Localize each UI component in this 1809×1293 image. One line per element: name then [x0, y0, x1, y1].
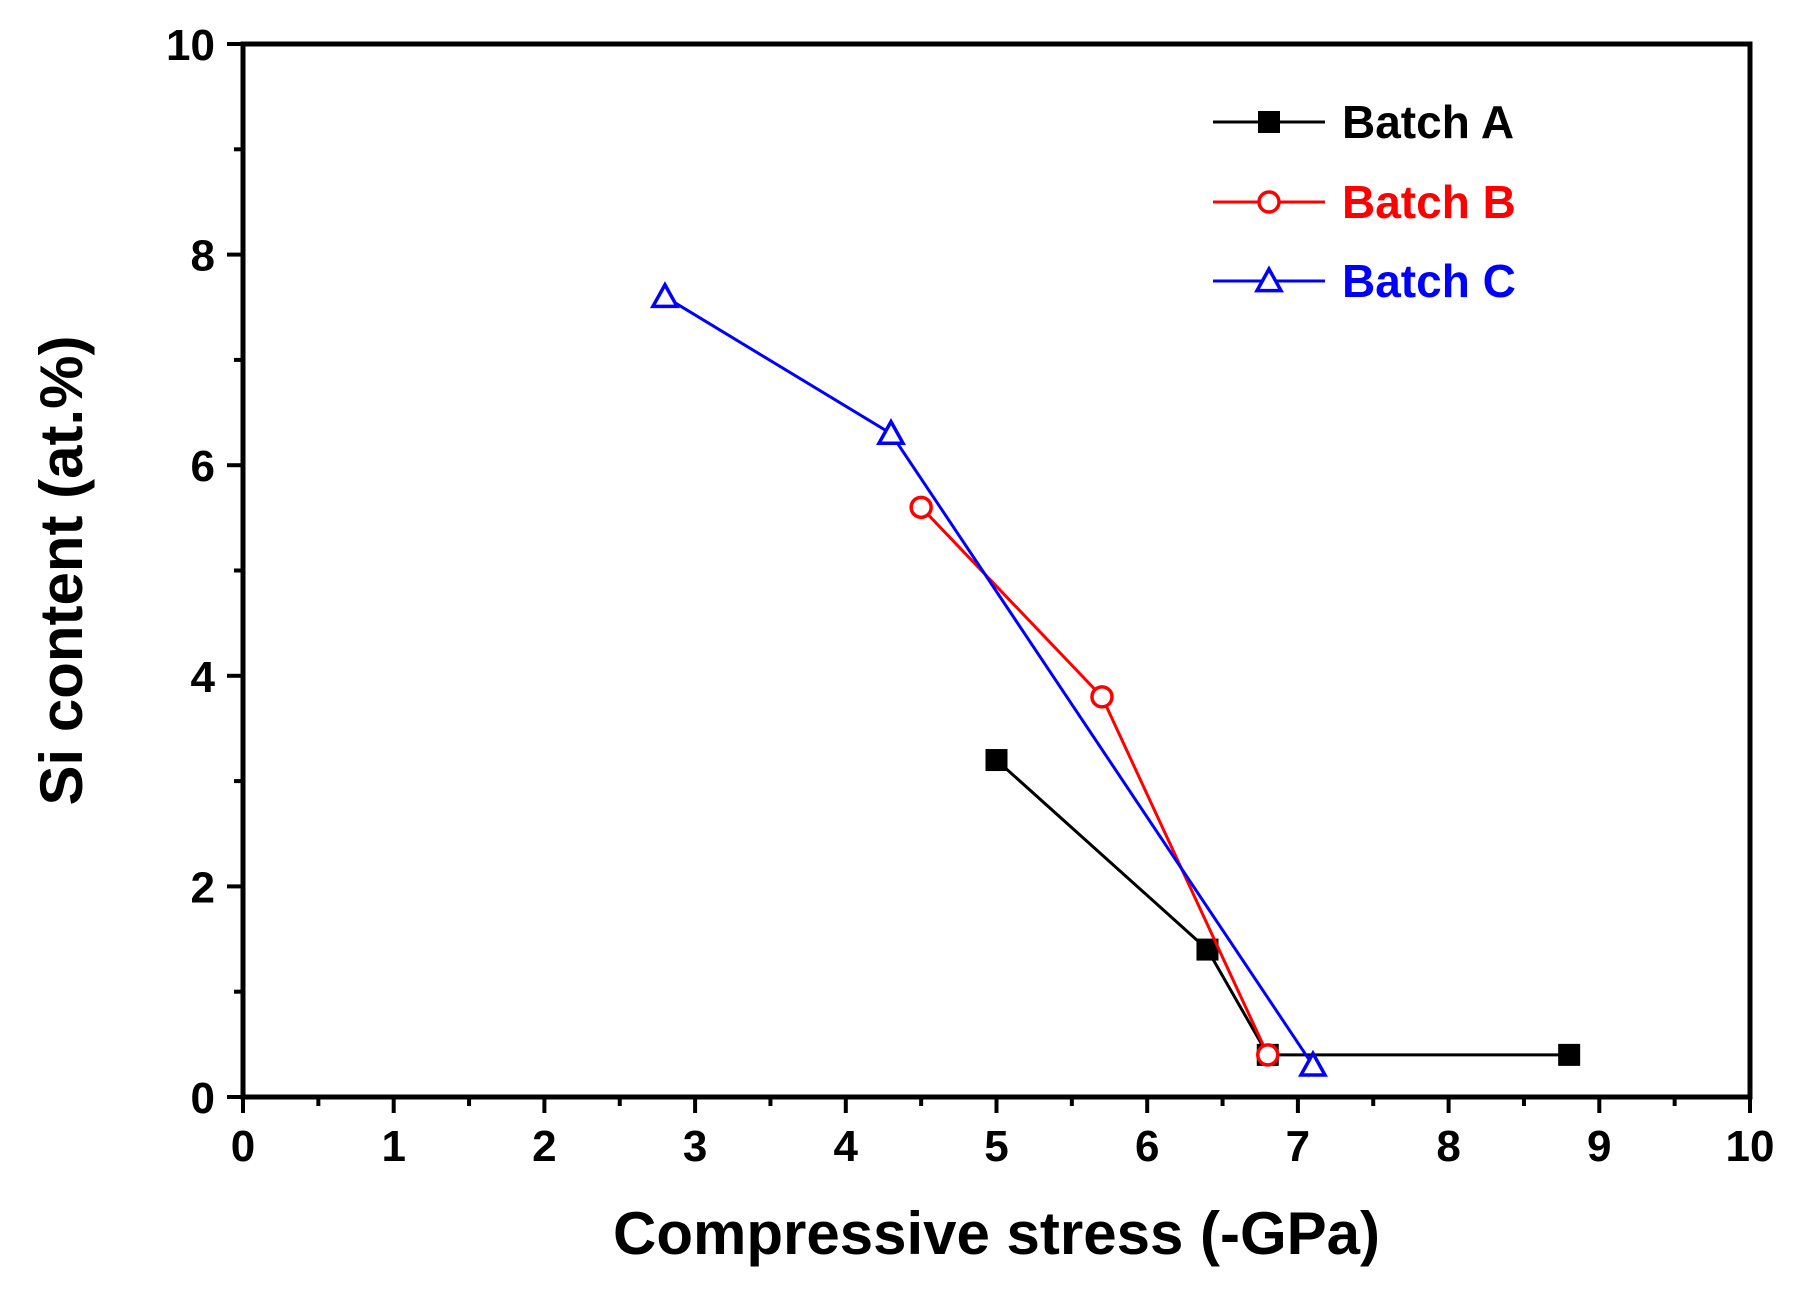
y-tick-label: 0	[191, 1074, 215, 1123]
legend-item-batch-c: Batch C	[1213, 255, 1516, 307]
batch-a-marker	[985, 749, 1008, 772]
legend: Batch A Batch B Batch C	[1213, 96, 1516, 307]
y-tick-label: 10	[166, 21, 215, 70]
x-axis-title: Compressive stress (-GPa)	[613, 1200, 1380, 1267]
legend-batch-a-marker	[1258, 111, 1280, 133]
y-tick-label: 2	[191, 863, 215, 912]
legend-label: Batch B	[1342, 176, 1516, 228]
x-tick-label: 0	[231, 1122, 255, 1171]
batch-c-marker	[876, 418, 906, 445]
x-tick-label: 8	[1436, 1122, 1460, 1171]
batch-a-line	[995, 758, 1570, 1057]
x-tick-label: 1	[381, 1122, 405, 1171]
series-layer	[649, 281, 1581, 1077]
y-tick-label: 4	[191, 653, 216, 702]
x-tick-label: 7	[1286, 1122, 1310, 1171]
legend-batch-b-marker	[1257, 190, 1281, 214]
legend-label: Batch C	[1342, 255, 1516, 307]
x-tick-label: 9	[1587, 1122, 1611, 1171]
batch-b-marker	[1090, 685, 1114, 709]
batch-b-marker	[1256, 1043, 1280, 1067]
x-tick-label: 4	[834, 1122, 859, 1171]
legend-batch-c-marker	[1254, 265, 1284, 293]
legend-item-batch-a: Batch A	[1213, 96, 1514, 148]
batch-b-line	[920, 506, 1270, 1056]
legend-label: Batch A	[1342, 96, 1514, 148]
batch-a-marker	[1558, 1043, 1581, 1066]
batch-a-marker	[1196, 938, 1219, 961]
plot-area-frame	[240, 41, 1753, 1100]
y-tick-label: 8	[191, 232, 215, 281]
x-tick-label: 5	[984, 1122, 1008, 1171]
batch-b-series	[909, 495, 1280, 1067]
x-tick-label: 2	[532, 1122, 556, 1171]
batch-c-marker	[649, 281, 680, 309]
y-axis-title: Si content (at.%)	[28, 335, 95, 805]
y-tick-label: 6	[191, 442, 215, 491]
x-tick-label: 3	[683, 1122, 707, 1171]
batch-b-marker	[909, 495, 933, 520]
batch-c-series	[649, 281, 1328, 1077]
x-tick-label: 6	[1135, 1122, 1159, 1171]
x-tick-label: 10	[1726, 1122, 1775, 1171]
ticks-layer: 0 1 2 3 4 5 6 7 8 9 10 0 2 4 6 8 10	[166, 21, 1774, 1171]
legend-item-batch-b: Batch B	[1213, 176, 1516, 228]
batch-c-marker	[1297, 1049, 1328, 1077]
